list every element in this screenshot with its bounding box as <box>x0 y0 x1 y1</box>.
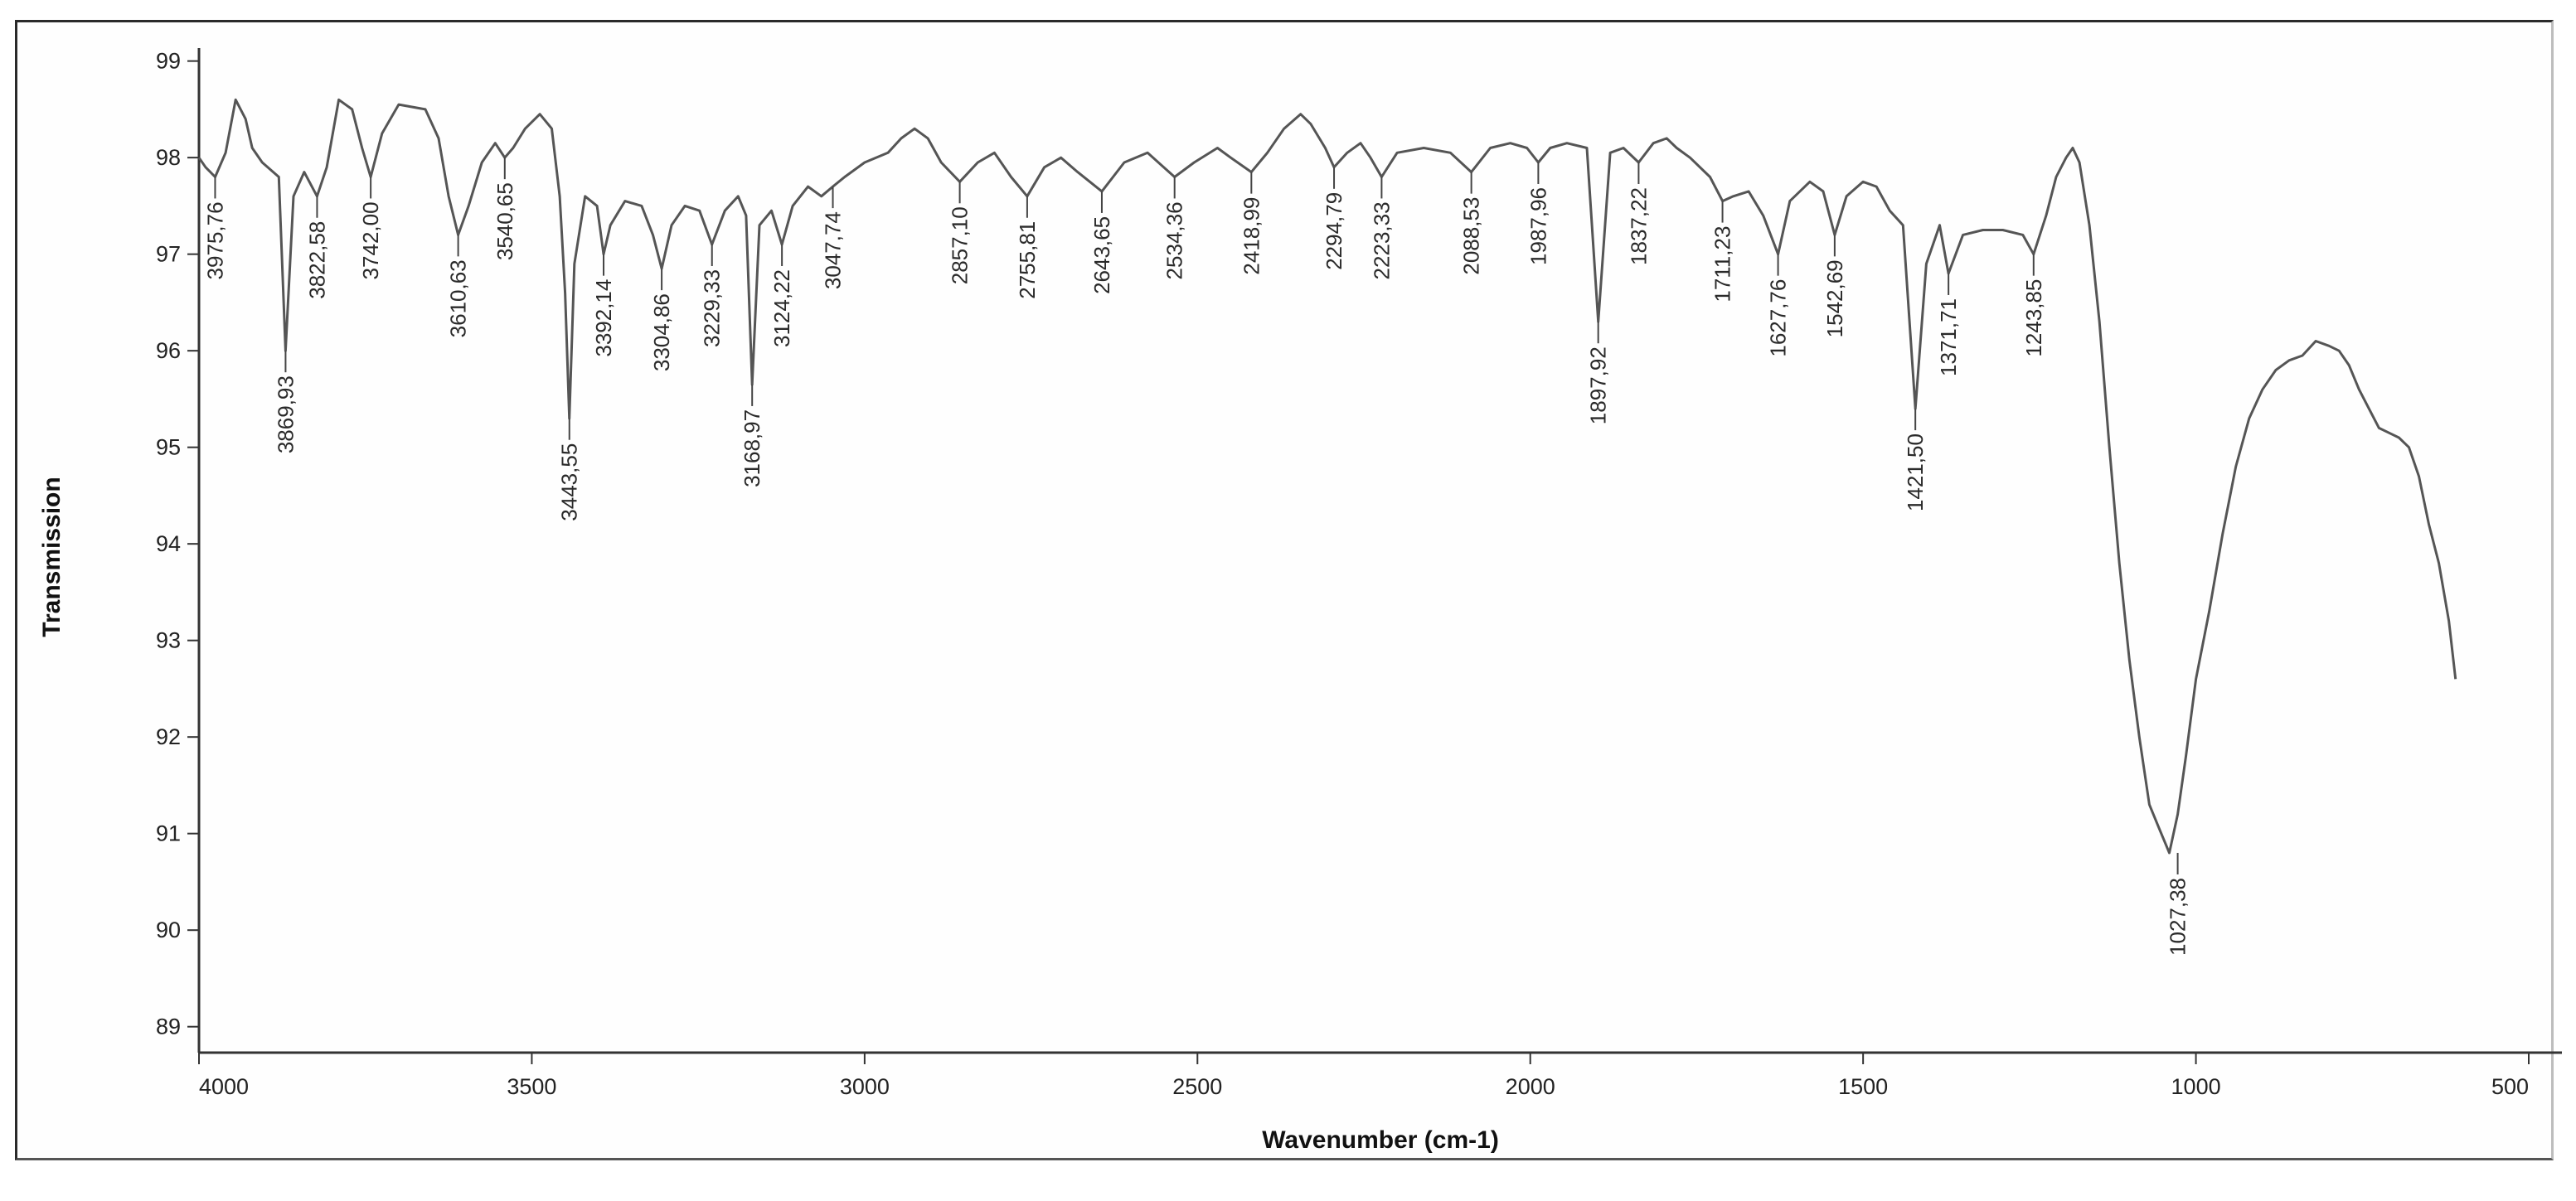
x-tick-label: 1500 <box>1838 1074 1888 1099</box>
peak-label: 1542,69 <box>1822 259 1847 337</box>
y-tick-label: 90 <box>156 918 181 942</box>
peak-label: 3124,22 <box>769 269 794 347</box>
peak-label: 3742,00 <box>358 201 383 279</box>
peak-label: 2088,53 <box>1459 197 1484 275</box>
series <box>197 98 2457 855</box>
peak-label: 3392,14 <box>591 279 616 357</box>
peak-label: 1027,38 <box>2166 878 2190 956</box>
peak-label: 1627,76 <box>1766 279 1791 357</box>
peak-label: 3443,55 <box>557 443 582 521</box>
peak-label: 2223,33 <box>1369 201 1394 279</box>
chart-frame <box>15 20 2554 1160</box>
x-axis-title: Wavenumber (cm-1) <box>1262 1126 1499 1154</box>
peak-label: 3822,58 <box>304 221 329 299</box>
y-tick-label: 99 <box>156 49 181 74</box>
peak-label: 2534,36 <box>1162 201 1187 279</box>
peak-label: 2643,65 <box>1089 216 1114 294</box>
peak-label: 2294,79 <box>1322 192 1346 270</box>
y-axis-title: Transmission <box>38 477 65 637</box>
x-tick-label: 1000 <box>2171 1074 2221 1099</box>
x-tick-label: 3500 <box>507 1074 556 1099</box>
peak-label: 3540,65 <box>492 182 517 260</box>
y-tick-label: 96 <box>156 338 181 363</box>
peak-label: 3975,76 <box>202 201 227 279</box>
y-tick-label: 93 <box>156 628 181 653</box>
y-tick-label: 89 <box>156 1015 181 1039</box>
y-tick-label: 94 <box>156 531 181 556</box>
peak-label: 2418,99 <box>1239 197 1264 275</box>
peak-label: 3304,86 <box>649 293 674 371</box>
peak-labels: 3975,76 3869,93 3822,58 3742,00 3610,63 3540,… <box>202 157 2190 956</box>
spectrum-line <box>197 98 2457 855</box>
peak-label: 3047,74 <box>821 211 846 289</box>
peak-label: 1897,92 <box>1586 346 1611 424</box>
x-tick-label: 2000 <box>1506 1074 1555 1099</box>
peak-label: 1987,96 <box>1526 187 1550 265</box>
peak-label: 1243,85 <box>2021 279 2046 357</box>
peak-label: 1837,22 <box>1626 187 1651 265</box>
peak-label: 1421,50 <box>1903 433 1928 511</box>
x-tick-label: 500 <box>2491 1074 2529 1099</box>
peak-label: 2857,10 <box>948 206 973 284</box>
y-tick-label: 91 <box>156 821 181 846</box>
axes <box>197 48 2562 1054</box>
peak-label: 3229,33 <box>700 269 725 347</box>
peak-label: 1711,23 <box>1710 226 1735 303</box>
y-tick-label: 92 <box>156 724 181 749</box>
peak-label: 3869,93 <box>273 375 298 453</box>
x-tick-label: 2500 <box>1172 1074 1222 1099</box>
ticks: 99 98 97 96 95 94 93 92 91 90 89 4000 3500 3000 2500 20… <box>156 49 2530 1099</box>
y-tick-label: 97 <box>156 242 181 267</box>
y-tick-label: 98 <box>156 145 181 170</box>
peak-label: 1371,71 <box>1936 298 1961 376</box>
x-tick-label: 4000 <box>199 1074 249 1099</box>
peak-label: 3168,97 <box>740 409 764 487</box>
peak-label: 2755,81 <box>1015 221 1040 299</box>
x-tick-label: 3000 <box>840 1074 890 1099</box>
y-tick-label: 95 <box>156 435 181 460</box>
peak-label: 3610,63 <box>446 259 471 337</box>
